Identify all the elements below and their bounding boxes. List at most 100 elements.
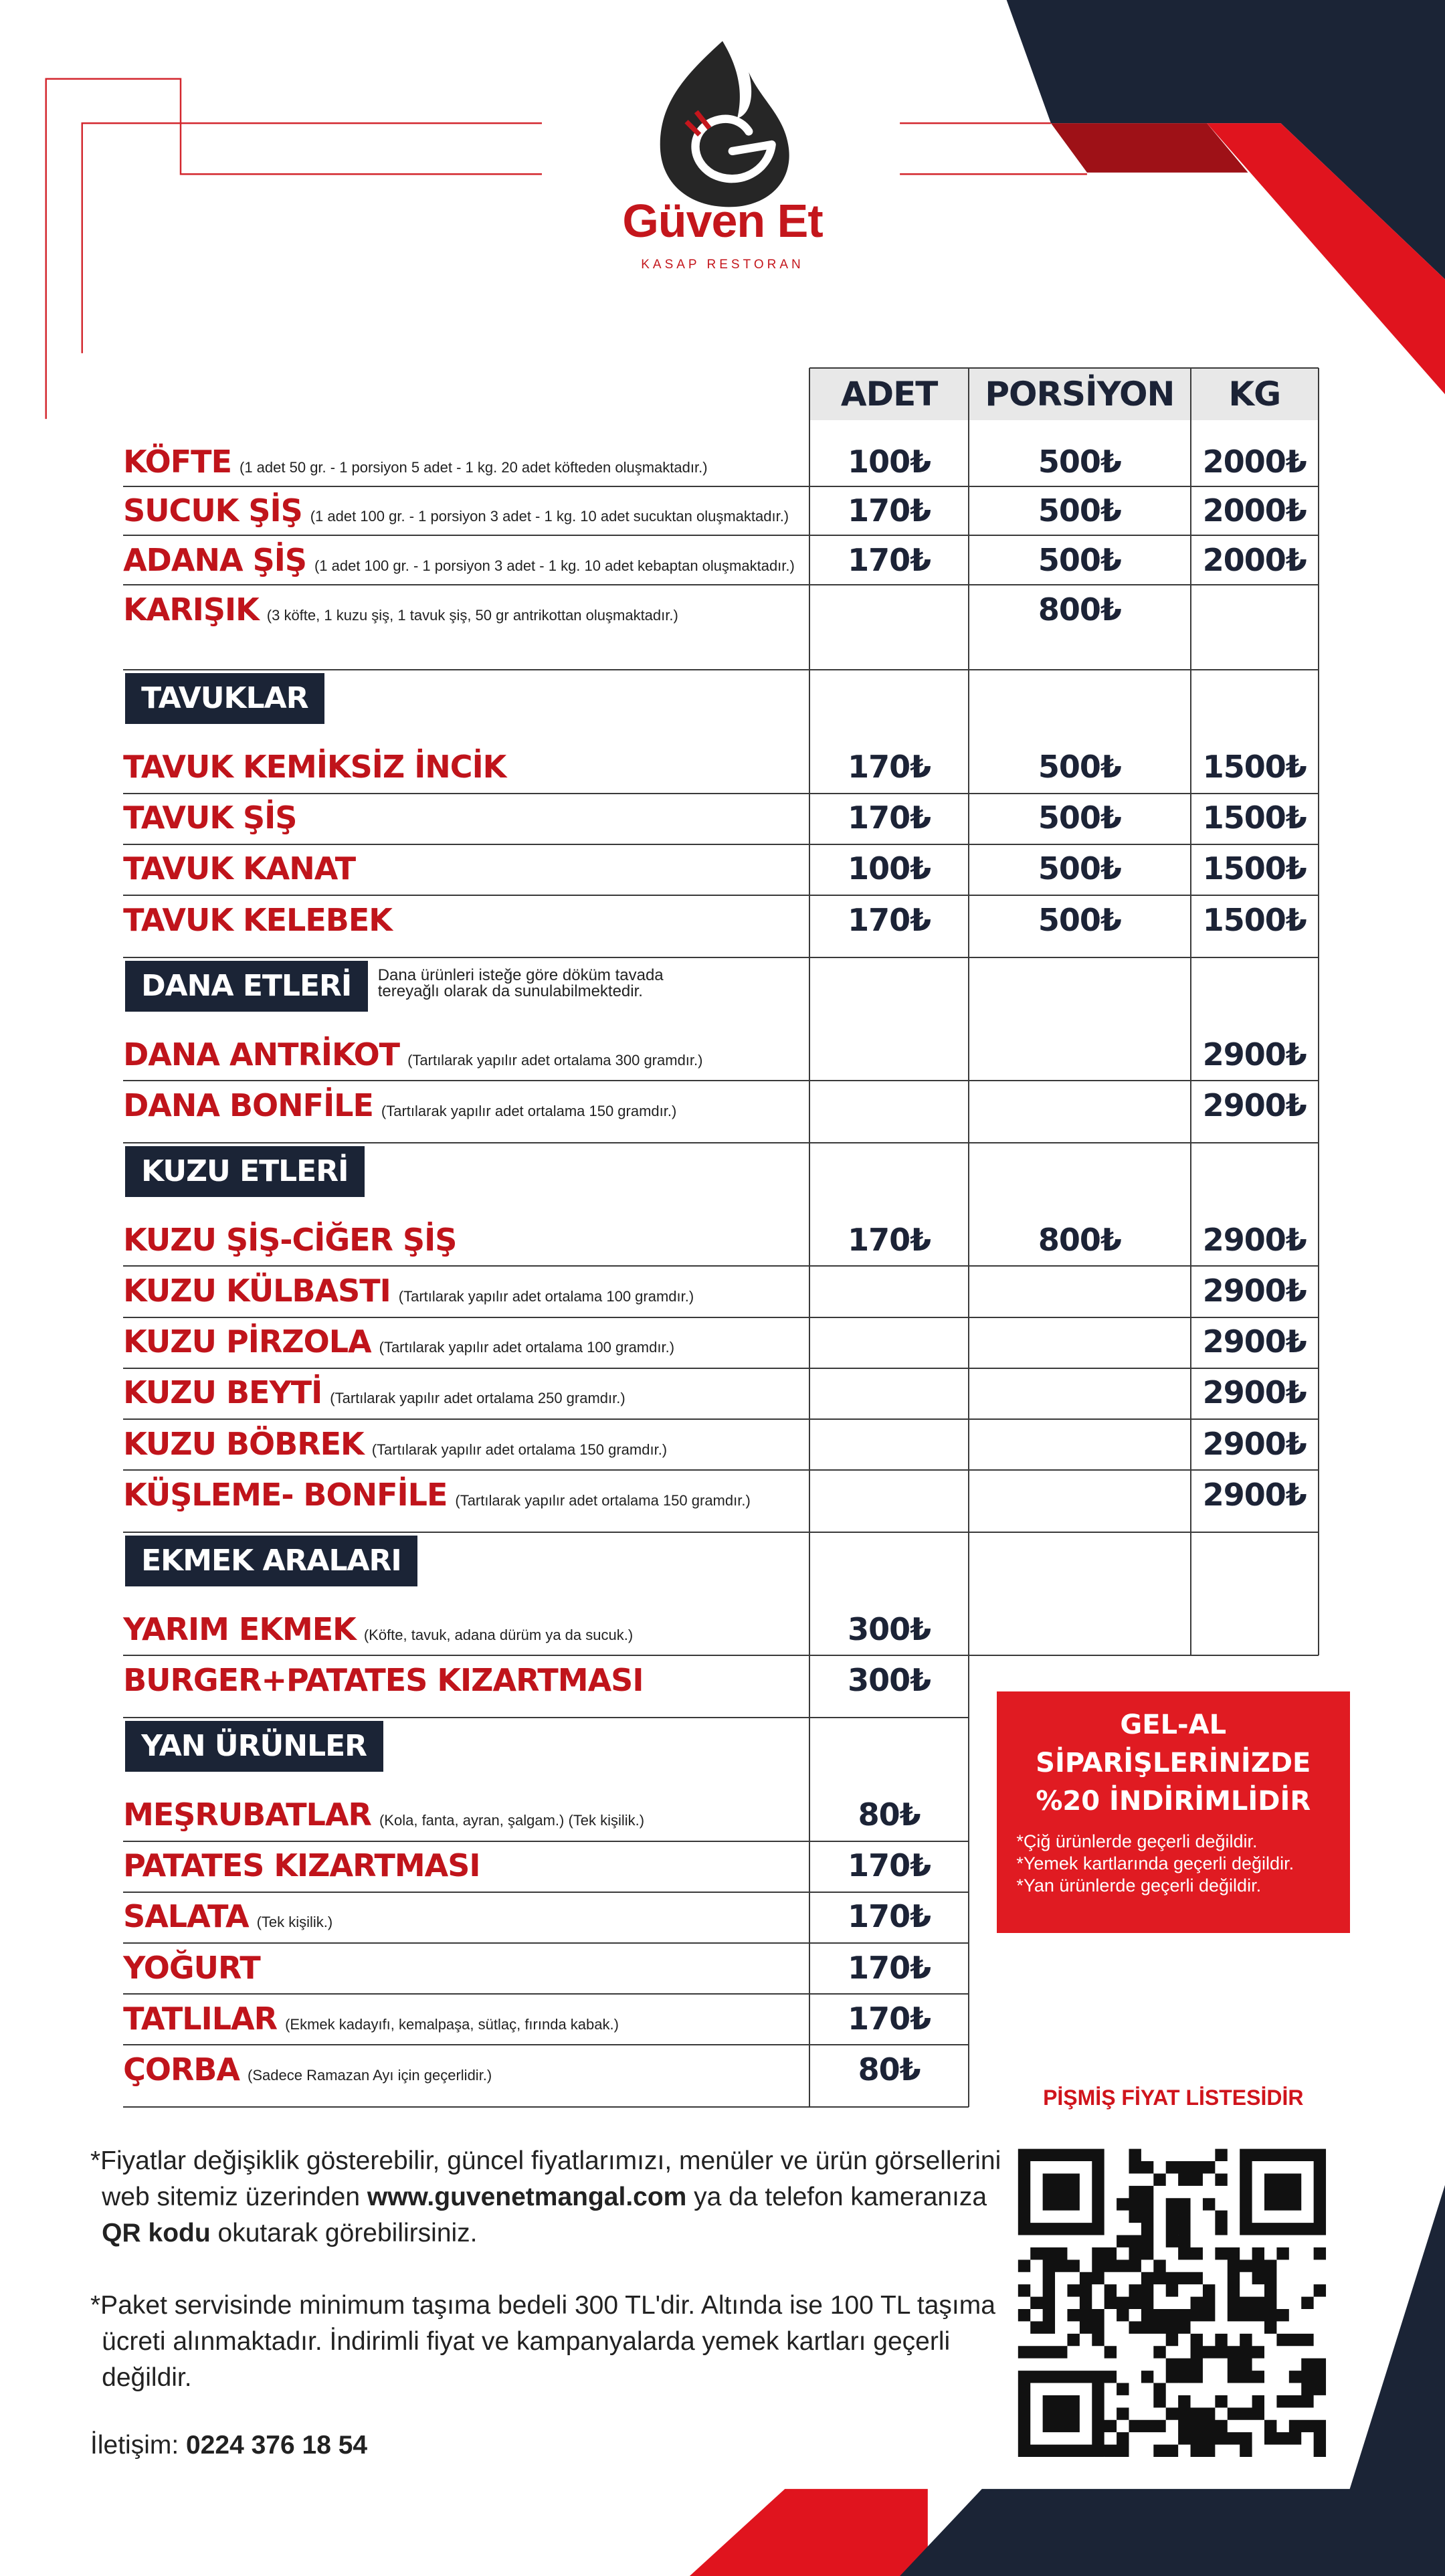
item-price: 2900₺ bbox=[1202, 1476, 1307, 1513]
menu-item: TATLILAR (Ekmek kadayıfı, kemalpaşa, sütl… bbox=[123, 2001, 619, 2037]
item-price: 2000₺ bbox=[1202, 542, 1307, 578]
promo-title: GEL-AL SİPARİŞLERİNİZDE %20 İNDİRİMLİDİR bbox=[1036, 1710, 1311, 1817]
item-price: 300₺ bbox=[848, 1611, 931, 1647]
item-price: 800₺ bbox=[1038, 1222, 1122, 1259]
item-price: 170₺ bbox=[848, 1898, 931, 1935]
brand-name: Güven Et bbox=[622, 195, 823, 247]
menu-item: TAVUK KEMİKSİZ İNCİK bbox=[123, 749, 506, 785]
item-name: TAVUK KANAT bbox=[123, 850, 356, 887]
footer-text: *Fiyatlar değişiklik gösterebilir, günce… bbox=[90, 2146, 1001, 2212]
item-name: KUZU ŞİŞ-CİĞER ŞİŞ bbox=[123, 1222, 457, 1259]
menu-item: YARIM EKMEK (Köfte, tavuk, adana dürüm ya… bbox=[123, 1611, 633, 1647]
item-name: ÇORBA bbox=[123, 2051, 240, 2088]
item-price: 2900₺ bbox=[1202, 1425, 1307, 1462]
item-price: 500₺ bbox=[1038, 542, 1122, 578]
item-note: (Tartılarak yapılır adet ortalama 100 gr… bbox=[379, 1339, 675, 1356]
item-price: 2000₺ bbox=[1202, 492, 1307, 529]
row-line bbox=[123, 583, 1319, 585]
item-price: 500₺ bbox=[1038, 749, 1122, 786]
promo-box: GEL-AL SİPARİŞLERİNİZDE %20 İNDİRİMLİDİR… bbox=[996, 1691, 1350, 1933]
menu-item: KUZU PİRZOLA (Tartılarak yapılır adet ort… bbox=[123, 1323, 674, 1360]
row-line bbox=[123, 1418, 1319, 1420]
item-name: TAVUK ŞİŞ bbox=[123, 800, 297, 836]
menu-item: KUZU BEYTİ (Tartılarak yapılır adet ortal… bbox=[123, 1374, 625, 1410]
section-title: TAVUKLAR bbox=[124, 673, 325, 725]
item-price: 2000₺ bbox=[1202, 443, 1307, 480]
footer-text: İletişim: bbox=[90, 2430, 187, 2460]
item-note: (Tartılarak yapılır adet ortalama 250 gr… bbox=[330, 1390, 625, 1407]
menu-item: KUZU ŞİŞ-CİĞER ŞİŞ bbox=[123, 1222, 457, 1259]
item-price: 800₺ bbox=[1038, 591, 1122, 628]
menu-item: TAVUK ŞİŞ bbox=[123, 800, 297, 836]
corner-shape bbox=[1006, 0, 1445, 280]
item-price: 500₺ bbox=[1038, 492, 1122, 529]
item-name: DANA BONFİLE bbox=[123, 1087, 374, 1123]
row-line bbox=[123, 535, 1319, 537]
item-note: (1 adet 100 gr. - 1 porsiyon 3 adet - 1 … bbox=[314, 557, 795, 574]
item-price: 2900₺ bbox=[1202, 1273, 1307, 1309]
item-name: YARIM EKMEK bbox=[123, 1611, 357, 1647]
item-price: 170₺ bbox=[848, 1949, 931, 1986]
column-line bbox=[809, 367, 811, 2108]
section-note: Dana ürünleri isteğe göre döküm tavada t… bbox=[377, 965, 664, 1000]
item-price: 500₺ bbox=[1038, 850, 1122, 887]
footer-text: okutarak görebilirsiniz. bbox=[210, 2219, 478, 2248]
item-name: YOĞURT bbox=[123, 1949, 261, 1986]
item-price: 170₺ bbox=[848, 800, 931, 836]
decor-line bbox=[81, 122, 542, 353]
row-line bbox=[123, 1316, 1319, 1318]
footer-text: ya da telefon kameranıza bbox=[686, 2183, 987, 2212]
menu-item: MEŞRUBATLAR (Kola, fanta, ayran, şalgam.)… bbox=[123, 1797, 644, 1833]
row-line bbox=[123, 957, 1319, 958]
menu-item: KUZU BÖBREK (Tartılarak yapılır adet orta… bbox=[123, 1426, 667, 1462]
item-price: 1500₺ bbox=[1202, 800, 1307, 836]
menu-item: SUCUK ŞİŞ (1 adet 100 gr. - 1 porsiyon 3 … bbox=[123, 492, 789, 529]
menu-item: ADANA ŞİŞ (1 adet 100 gr. - 1 porsiyon 3 … bbox=[123, 542, 795, 578]
row-line bbox=[123, 1993, 969, 1995]
promo-notes: *Çiğ ürünlerde geçerli değildir. *Yemek k… bbox=[1010, 1831, 1337, 1897]
footer-paragraph: *Fiyatlar değişiklik gösterebilir, günce… bbox=[90, 2143, 1005, 2251]
menu-item: DANA ANTRİKOT (Tartılarak yapılır adet or… bbox=[123, 1036, 702, 1073]
menu-item: KUZU KÜLBASTI (Tartılarak yapılır adet or… bbox=[123, 1273, 694, 1309]
item-name: TAVUK KEMİKSİZ İNCİK bbox=[123, 749, 506, 786]
item-price: 170₺ bbox=[848, 492, 931, 529]
column-header: KG bbox=[1228, 374, 1281, 413]
corner-shape bbox=[900, 2185, 1445, 2576]
column-header-bg bbox=[809, 367, 1319, 421]
promo-note: *Çiğ ürünlerde geçerli değildir. bbox=[1016, 1831, 1258, 1851]
row-line bbox=[123, 1142, 1319, 1144]
item-note: (Sadece Ramazan Ayı için geçerlidir.) bbox=[248, 2066, 492, 2084]
item-price: 1500₺ bbox=[1202, 749, 1307, 786]
item-name: SALATA bbox=[123, 1898, 249, 1935]
item-price: 170₺ bbox=[848, 1847, 931, 1884]
menu-item: KÜŞLEME- BONFİLE (Tartılarak yapılır adet… bbox=[123, 1477, 751, 1513]
menu-item: SALATA (Tek kişilik.) bbox=[123, 1898, 332, 1934]
row-line bbox=[123, 792, 1319, 794]
item-price: 500₺ bbox=[1038, 443, 1122, 480]
item-note: (1 adet 50 gr. - 1 porsiyon 5 adet - 1 k… bbox=[239, 458, 708, 476]
item-price: 170₺ bbox=[848, 2000, 931, 2037]
logo-mark bbox=[691, 114, 776, 183]
corner-stripe bbox=[1207, 123, 1445, 395]
item-name: DANA ANTRİKOT bbox=[123, 1036, 400, 1073]
item-note: (Tek kişilik.) bbox=[256, 1914, 333, 1931]
menu-item: KARIŞIK (3 köfte, 1 kuzu şiş, 1 tavuk şiş… bbox=[123, 591, 678, 628]
item-price: 2900₺ bbox=[1202, 1222, 1307, 1259]
promo-note: *Yemek kartlarında geçerli değildir. bbox=[1016, 1853, 1294, 1873]
menu-item: TAVUK KANAT bbox=[123, 850, 356, 887]
section-title: YAN ÜRÜNLER bbox=[124, 1721, 383, 1772]
item-price: 170₺ bbox=[848, 542, 931, 578]
item-name: KUZU BÖBREK bbox=[123, 1425, 365, 1462]
item-price: 170₺ bbox=[848, 1222, 931, 1259]
item-note: (Tartılarak yapılır adet ortalama 300 gr… bbox=[407, 1051, 703, 1069]
column-header: PORSİYON bbox=[985, 374, 1175, 413]
menu-item: KÖFTE (1 adet 50 gr. - 1 porsiyon 5 adet … bbox=[123, 444, 707, 480]
footer-paragraph: İletişim: 0224 376 18 54 bbox=[90, 2427, 1005, 2464]
brand-tagline: KASAP RESTORAN bbox=[641, 258, 804, 272]
item-name: MEŞRUBATLAR bbox=[123, 1797, 372, 1833]
row-line bbox=[123, 2043, 969, 2045]
qr-code bbox=[1018, 2148, 1327, 2457]
decor-line bbox=[45, 78, 542, 420]
